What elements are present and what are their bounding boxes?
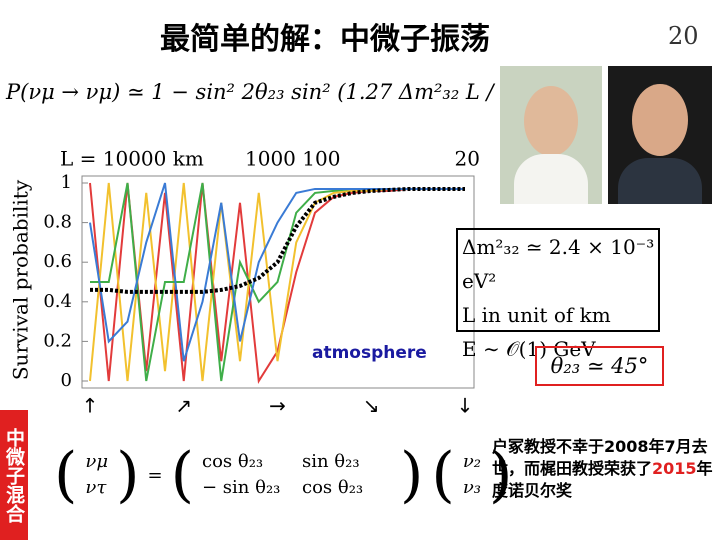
- y-tick-label: 0: [61, 370, 72, 391]
- title: 最简单的解：中微子振荡: [160, 22, 490, 57]
- note: 户冢教授不幸于2008年7月去世，而梶田教授荣获了2015年度诺贝尔奖: [492, 436, 714, 502]
- box-line: Δm²₃₂ ≃ 2.4 × 10⁻³ eV²: [462, 235, 655, 293]
- photo: [608, 66, 712, 204]
- rhs: ν₃: [462, 477, 482, 498]
- series-line: [89, 182, 465, 362]
- lhs: ντ: [85, 477, 107, 498]
- angle-box: θ₂₃ ≃ 45°: [535, 346, 664, 386]
- x-tick-label: ↘: [363, 394, 380, 418]
- page-number: 20: [668, 22, 699, 50]
- y-axis-label: Survival probability: [9, 179, 33, 380]
- series-line: [90, 186, 465, 294]
- x-tick-label: →: [269, 394, 286, 418]
- mixing-equation: ( νμ ντ ) = ( cos θ₂₃ sin θ₂₃ − sin θ₂₃ cos…: [54, 440, 513, 510]
- x-tick-label: ↗: [175, 394, 192, 418]
- y-tick-label: 0.6: [43, 251, 72, 272]
- matrix-entry: − sin θ₂₃: [202, 477, 281, 498]
- photo: [500, 66, 602, 204]
- lhs: νμ: [85, 451, 109, 472]
- plot-frame: [81, 175, 475, 389]
- note-text: 年度诺贝尔奖: [492, 459, 713, 500]
- y-tick-label: 1: [61, 172, 72, 193]
- side-label: 中微子混合: [0, 410, 28, 540]
- annotation: atmosphere: [312, 343, 427, 363]
- note-highlight: 2015: [652, 459, 697, 478]
- box-line: E ∼ 𝒪(1) GeV: [462, 337, 596, 361]
- chart: 0 0.2 0.4 0.6 0.8 1 Survival probability L = 10…: [9, 147, 481, 418]
- matrix-entry: cos θ₂₃: [202, 451, 264, 472]
- y-tick-label: 0.2: [43, 330, 72, 351]
- x-tick-label: ↑: [82, 394, 99, 418]
- x-tick-label: ↓: [457, 394, 474, 418]
- note-text: 户冢教授不幸于2008年7月去世，而梶田教授荣获了: [492, 437, 708, 478]
- top-label: L = 10000 km: [60, 147, 204, 171]
- probability-formula: P(νμ → νμ) ≃ 1 − sin² 2θ₂₃ sin² (1.27 Δm…: [6, 80, 524, 104]
- matrix-entry: sin θ₂₃: [302, 451, 360, 472]
- y-tick-label: 0.4: [43, 291, 72, 312]
- rhs: ν₂: [462, 451, 482, 472]
- y-tick-label: 0.8: [43, 212, 72, 233]
- matrix-entry: cos θ₂₃: [302, 477, 364, 498]
- top-label: 1000 100: [245, 147, 340, 171]
- parameter-box: Δm²₃₂ ≃ 2.4 × 10⁻³ eV² L in unit of km E…: [456, 228, 660, 361]
- box-line: L in unit of km: [462, 303, 611, 327]
- top-label: 20: [455, 147, 480, 171]
